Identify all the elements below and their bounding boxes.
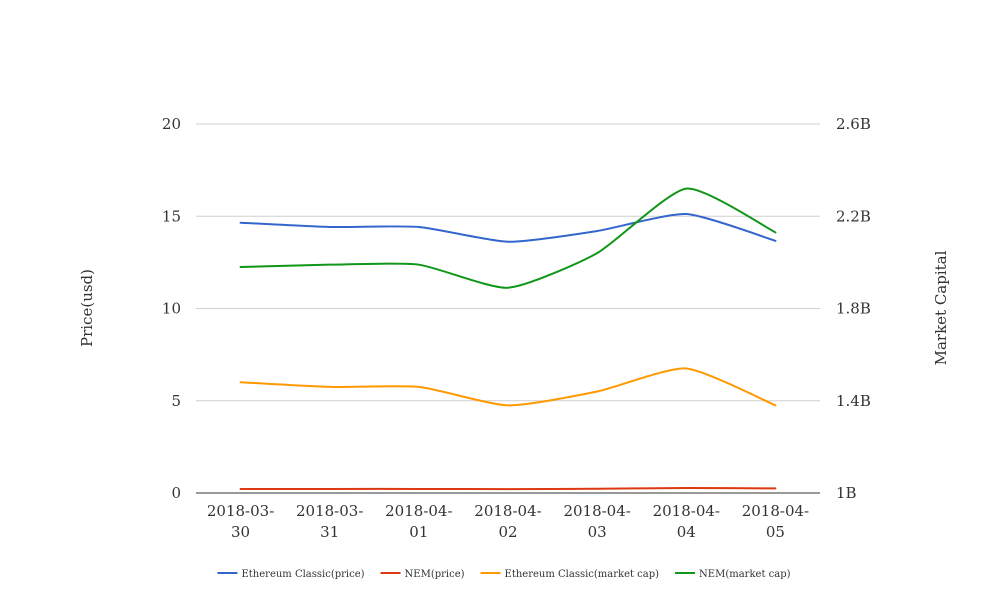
y-tick-label: 15 <box>162 207 181 225</box>
x-tick-label: 02 <box>498 523 517 541</box>
y-tick-label: 10 <box>162 300 181 318</box>
series-line-nem-price <box>239 487 777 491</box>
x-tick-label: 01 <box>409 523 428 541</box>
y2-tick-label: 1.4B <box>836 392 871 410</box>
y2-tick-label: 1.8B <box>836 300 871 318</box>
x-tick-label: 30 <box>231 523 250 541</box>
y-tick-label: 20 <box>162 115 181 133</box>
y-tick-label: 0 <box>171 484 181 502</box>
right-axis-ticks: 1B 1.4B 1.8B 2.2B 2.6B <box>836 115 871 502</box>
y2-axis-title: Market Capital <box>932 250 950 365</box>
series-line-ethereum-classic-market-cap <box>239 367 777 407</box>
legend: Ethereum Classic(price) NEM(price) Ethereu… <box>217 569 791 580</box>
series-lines <box>239 187 777 491</box>
left-axis-ticks: 0 5 10 15 20 <box>162 115 181 502</box>
x-tick-label: 04 <box>677 523 696 541</box>
legend-label: NEM(price) <box>405 569 465 580</box>
x-tick-label: 2018-04- <box>385 502 452 520</box>
series-line-nem-market-cap <box>239 187 777 289</box>
x-tick-label: 2018-04- <box>653 502 720 520</box>
x-tick-label: 2018-04- <box>474 502 541 520</box>
legend-label: Ethereum Classic(market cap) <box>505 569 660 580</box>
legend-label: NEM(market cap) <box>699 569 791 580</box>
legend-item-ethereum-classic-price[interactable]: Ethereum Classic(price) <box>217 569 365 580</box>
legend-item-nem-price[interactable]: NEM(price) <box>380 569 465 580</box>
legend-label: Ethereum Classic(price) <box>241 569 364 580</box>
x-tick-label: 2018-03- <box>207 502 274 520</box>
x-tick-label: 2018-04- <box>563 502 630 520</box>
x-tick-label: 05 <box>766 523 785 541</box>
y-axis-title: Price(usd) <box>78 269 96 347</box>
x-tick-label: 03 <box>588 523 607 541</box>
x-axis-ticks: 2018-03- 30 2018-03- 31 2018-04- 01 2018-04- 02… <box>207 502 809 541</box>
legend-item-nem-market-cap[interactable]: NEM(market cap) <box>675 569 791 580</box>
series-line-ethereum-classic-price <box>239 213 777 243</box>
y-tick-label: 5 <box>171 392 181 410</box>
gridlines <box>196 123 820 494</box>
x-tick-label: 2018-04- <box>742 502 809 520</box>
y2-tick-label: 2.2B <box>836 207 871 225</box>
y2-tick-label: 1B <box>836 484 857 502</box>
x-tick-label: 31 <box>320 523 339 541</box>
legend-item-ethereum-classic-market-cap[interactable]: Ethereum Classic(market cap) <box>480 569 660 580</box>
x-tick-label: 2018-03- <box>296 502 363 520</box>
y2-tick-label: 2.6B <box>836 115 871 133</box>
